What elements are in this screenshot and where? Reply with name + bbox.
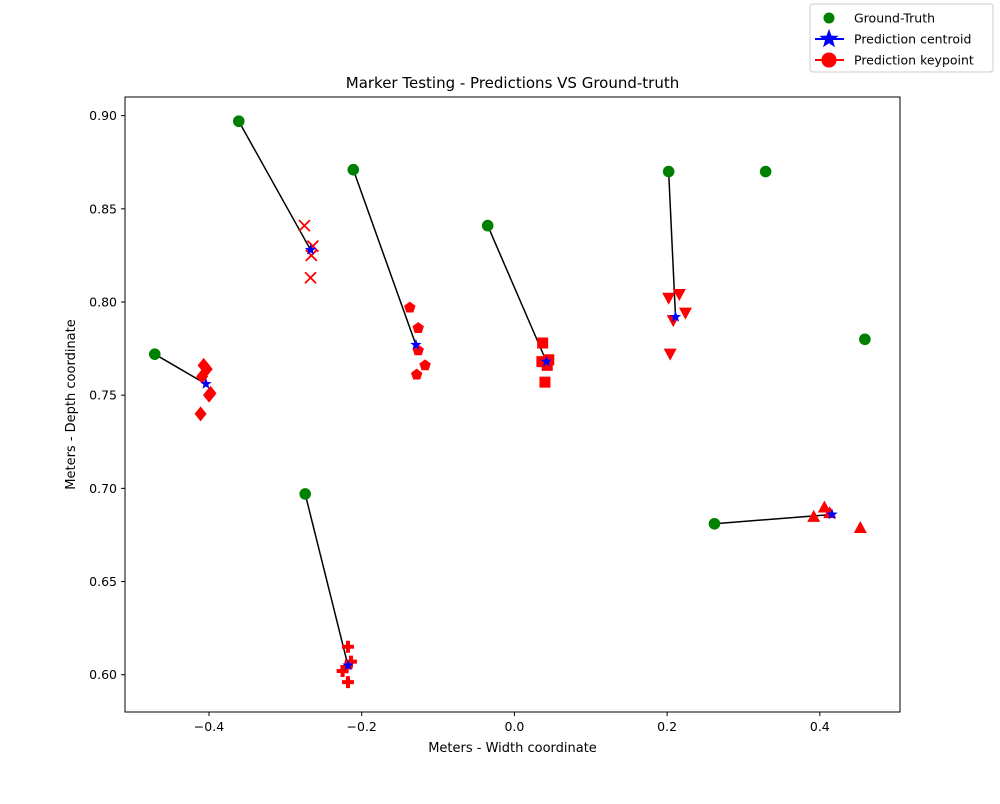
prediction-keypoint-marker: [412, 322, 424, 333]
ground-truth-point: [299, 488, 311, 500]
legend-label: Prediction centroid: [854, 32, 971, 47]
prediction-keypoint-marker: [662, 292, 676, 305]
prediction-keypoint-marker: [404, 301, 416, 313]
y-tick-label: 0.80: [89, 295, 117, 310]
gt-centroid-link: [304, 493, 349, 666]
prediction-keypoint-marker: [539, 376, 551, 388]
ground-truth-point: [148, 348, 161, 360]
prediction-centroid-point: [669, 310, 682, 322]
chart-title: Marker Testing - Predictions VS Ground-t…: [346, 74, 679, 92]
x-stroke: [304, 271, 317, 284]
ground-truth-point: [708, 517, 721, 530]
y-tick-label: 0.65: [89, 574, 117, 589]
prediction-keypoint-marker: [341, 676, 354, 689]
prediction-centroid-point: [826, 508, 838, 520]
gt-centroid-link: [238, 120, 312, 251]
prediction-centroid-point: [410, 338, 422, 350]
prediction-keypoint-marker: [304, 271, 317, 284]
prediction-keypoint-marker: [341, 640, 354, 653]
prediction-keypoint-marker: [298, 219, 311, 232]
y-tick-label: 0.70: [89, 481, 117, 496]
x-tick-label: 0.4: [810, 719, 830, 734]
legend-label: Ground-Truth: [854, 11, 935, 26]
prediction-centroid-point: [304, 243, 317, 255]
gt-centroid-link: [667, 171, 677, 317]
prediction-keypoint-marker: [541, 359, 553, 371]
prediction-centroid-point: [540, 355, 553, 367]
y-tick-label: 0.85: [89, 201, 117, 216]
legend-label: Prediction keypoint: [854, 53, 974, 68]
x-axis-label: Meters - Width coordinate: [428, 741, 597, 756]
prediction-keypoint-marker: [345, 655, 358, 668]
y-tick-label: 0.75: [89, 388, 117, 403]
gt-centroid-link: [352, 169, 417, 346]
prediction-keypoint-marker: [537, 337, 549, 349]
legend: Ground-Truth Prediction centroid Predictio…: [809, 3, 994, 73]
ground-truth-point: [759, 165, 772, 178]
y-tick-label: 0.90: [89, 108, 117, 123]
prediction-keypoint-marker: [410, 368, 423, 380]
prediction-keypoint-marker: [419, 359, 431, 371]
prediction-keypoint-marker: [853, 521, 867, 533]
prediction-keypoint-marker: [305, 249, 318, 262]
y-tick-label: 0.60: [89, 667, 117, 682]
y-axis-label: Meters - Depth coordinate: [64, 319, 79, 489]
x-stroke: [305, 249, 318, 262]
plot-frame: [124, 96, 901, 713]
prediction-keypoint-marker: [678, 307, 692, 320]
x-tick-label: −0.4: [194, 719, 224, 734]
prediction-keypoint-marker: [202, 387, 215, 403]
legend-ground-truth-marker: [823, 12, 835, 24]
prediction-keypoint-marker: [672, 289, 686, 302]
legend-box: [809, 3, 994, 73]
ground-truth-point: [859, 333, 871, 346]
x-tick-label: 0.0: [504, 719, 524, 734]
ground-truth-point: [232, 115, 245, 128]
prediction-keypoint-marker: [194, 406, 207, 422]
ground-truth-point: [481, 219, 494, 232]
gt-centroid-link: [486, 225, 548, 362]
x-tick-label: 0.2: [657, 719, 677, 734]
legend-keypoint-marker: [821, 52, 837, 68]
x-tick-label: −0.2: [347, 719, 377, 734]
prediction-centroid-point: [200, 378, 212, 389]
prediction-centroid-point: [342, 659, 354, 671]
prediction-keypoint-marker: [336, 665, 349, 677]
prediction-keypoint-marker: [663, 348, 677, 361]
ground-truth-point: [662, 165, 675, 178]
prediction-keypoint-marker: [807, 509, 821, 522]
gt-centroid-link: [154, 353, 207, 385]
prediction-keypoint-marker: [817, 500, 831, 513]
x-stroke: [298, 219, 311, 232]
legend-centroid-marker: [819, 28, 839, 48]
ground-truth-point: [347, 163, 360, 176]
